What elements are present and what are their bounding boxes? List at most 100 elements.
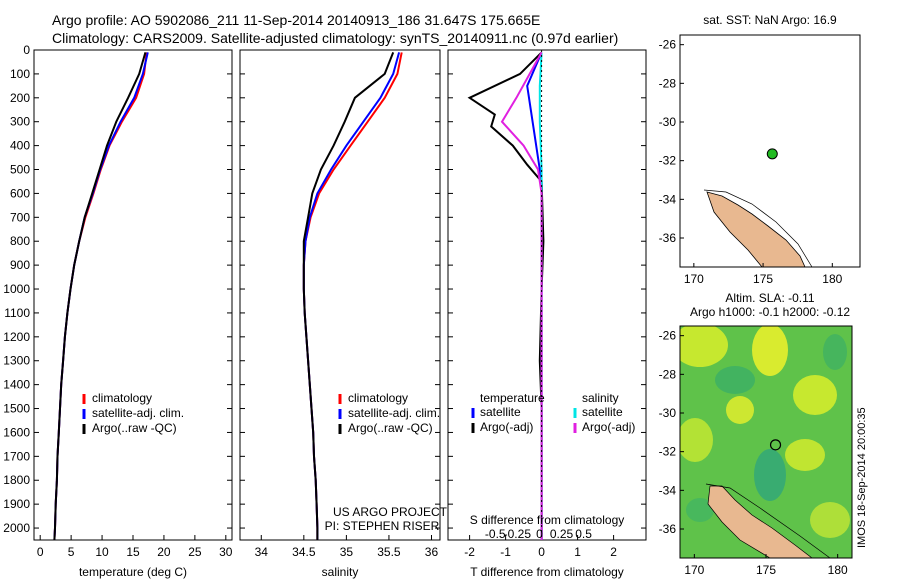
differences-xtick-label: -1	[500, 545, 511, 559]
differences-xlabel: T difference from climatology	[470, 565, 624, 579]
temperature-legend-item: Argo(..raw -QC)	[92, 421, 177, 435]
temperature-series-0	[53, 52, 148, 541]
temperature-xtick-label: 5	[68, 545, 75, 559]
temperature-xlabel: temperature (deg C)	[79, 565, 187, 579]
sst-map-title: sat. SST: NaN Argo: 16.9	[703, 13, 837, 27]
temperature-xtick-label: 20	[157, 545, 171, 559]
argo-position-marker	[766, 148, 778, 160]
sla-map-ytick-label: -34	[659, 483, 677, 497]
sst-map-ytick-label: -26	[659, 38, 677, 52]
temperature-axes-frame	[33, 49, 233, 541]
salinity-series-1	[302, 52, 401, 540]
salinity-series-2	[302, 52, 395, 540]
depth-tick-label: 1100	[4, 306, 30, 320]
temperature-xtick-label: 15	[126, 545, 140, 559]
depth-tick-label: 1600	[3, 425, 30, 439]
diff-legend-item: salinity	[582, 391, 619, 405]
salinity-diff-tick-label: 0	[536, 527, 543, 541]
sla-map-xtick-label: 175	[756, 563, 776, 577]
sla-map-ytick-label: -32	[659, 445, 677, 459]
salinity-legend-item: satellite-adj. clim.	[348, 406, 440, 420]
sst-map-xtick-label: 175	[753, 272, 773, 286]
sst-map-ytick-label: -36	[659, 231, 677, 245]
sla-map-ytick-label: -36	[659, 522, 677, 536]
climatology-title: Climatology: CARS2009. Satellite-adjuste…	[52, 30, 619, 46]
depth-tick-label: 1500	[3, 402, 30, 416]
diff-legend-item: temperature	[480, 391, 545, 405]
timestamp-stamp: IMOS 18-Sep-2014 20:00:35	[856, 407, 868, 548]
temperature-series-1	[53, 52, 149, 541]
differences-series-3	[500, 51, 543, 540]
differences-xtick-label: 0	[538, 545, 545, 559]
temperature-xtick-label: 25	[188, 545, 202, 559]
sla-map-ytick-label: -26	[659, 329, 677, 343]
sst-map-frame	[679, 34, 861, 268]
salinity-diff-tick-label: -0.5	[485, 527, 506, 541]
diff-legend-item: satellite	[582, 405, 623, 419]
sst-map-ytick-label: -28	[659, 76, 677, 90]
depth-tick-label: 1800	[3, 473, 30, 487]
salinity-xtick-label: 35	[340, 545, 354, 559]
depth-tick-label: 1000	[3, 282, 30, 296]
diff-legend-item: Argo(-adj)	[480, 420, 533, 434]
sst-map-xtick-label: 170	[684, 272, 704, 286]
differences-series-1	[467, 51, 545, 540]
salinity-diff-tick-label: 0.25	[550, 527, 574, 541]
depth-tick-label: 600	[10, 186, 30, 200]
salinity-series-0	[302, 52, 403, 540]
temperature-legend-item: climatology	[92, 391, 152, 405]
salinity-diff-axis-label: S difference from climatology	[470, 513, 625, 527]
depth-tick-label: 400	[10, 139, 30, 153]
sla-map-subtitle: Argo h1000: -0.1 h2000: -0.12	[690, 305, 850, 319]
salinity-axes-frame	[239, 49, 441, 541]
salinity-xtick-label: 36	[425, 545, 439, 559]
depth-tick-label: 0	[23, 43, 30, 57]
depth-tick-label: 900	[10, 258, 30, 272]
diff-legend-item: satellite	[480, 405, 521, 419]
depth-tick-label: 300	[10, 115, 30, 129]
salinity-xtick-label: 34.5	[292, 545, 316, 559]
sst-map-xtick-label: 180	[822, 272, 842, 286]
depth-tick-label: 1400	[3, 378, 30, 392]
sla-map-title: Altim. SLA: -0.11	[725, 291, 814, 305]
depth-tick-label: 100	[10, 67, 30, 81]
temperature-xtick-label: 10	[95, 545, 109, 559]
salinity-legend-item: Argo(..raw -QC)	[348, 421, 433, 435]
temperature-xtick-label: 0	[37, 545, 44, 559]
diff-legend-item: Argo(-adj)	[582, 420, 635, 434]
differences-axes-frame	[447, 49, 647, 541]
depth-tick-label: 1300	[3, 354, 30, 368]
temperature-series-2	[53, 52, 147, 541]
project-pi: PI: STEPHEN RISER	[325, 519, 440, 533]
sla-map-xtick-label: 170	[684, 563, 704, 577]
sst-map-ytick-label: -30	[659, 115, 677, 129]
differences-xtick-label: -2	[464, 545, 475, 559]
depth-tick-label: 1900	[3, 497, 30, 511]
sst-map-ytick-label: -34	[659, 192, 677, 206]
temperature-legend-item: satellite-adj. clim.	[92, 406, 184, 420]
argo-position-marker	[769, 439, 782, 451]
sla-heatmap	[680, 326, 852, 558]
salinity-xtick-label: 34	[255, 545, 269, 559]
salinity-xtick-label: 35.5	[377, 545, 401, 559]
sst-map-ytick-label: -32	[659, 154, 677, 168]
depth-tick-label: 700	[10, 210, 30, 224]
salinity-diff-tick-label: -0.25	[504, 527, 532, 541]
differences-xtick-label: 2	[610, 545, 617, 559]
depth-tick-label: 1700	[3, 449, 30, 463]
depth-tick-label: 1200	[3, 330, 30, 344]
sla-map-xtick-label: 180	[828, 563, 848, 577]
sst-map-land	[703, 189, 813, 267]
salinity-xlabel: salinity	[322, 565, 359, 579]
differences-xtick-label: 1	[574, 545, 581, 559]
depth-tick-label: 2000	[3, 521, 30, 535]
sla-map-ytick-label: -30	[659, 406, 677, 420]
sla-map-ytick-label: -28	[659, 367, 677, 381]
temperature-xtick-label: 30	[219, 545, 233, 559]
salinity-legend-item: climatology	[348, 391, 408, 405]
project-name: US ARGO PROJECT	[333, 505, 448, 519]
profile-title: Argo profile: AO 5902086_211 11-Sep-2014…	[52, 12, 541, 28]
depth-tick-label: 200	[10, 91, 30, 105]
salinity-diff-tick-label: 0.5	[575, 527, 592, 541]
